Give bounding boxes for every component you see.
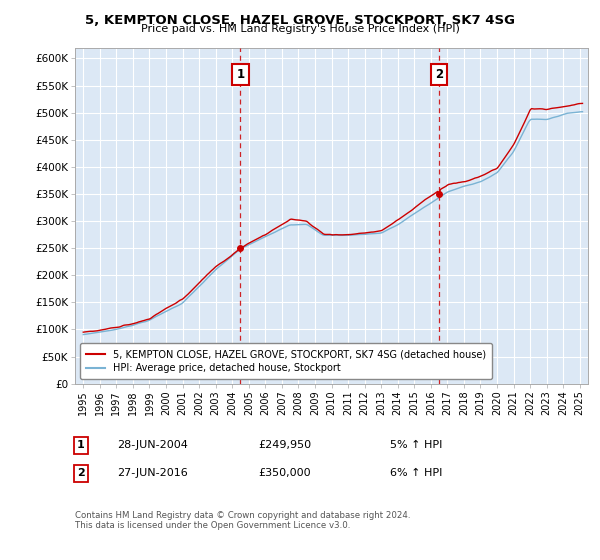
Text: £249,950: £249,950: [258, 440, 311, 450]
Text: 1: 1: [236, 68, 244, 81]
Text: 2: 2: [77, 468, 85, 478]
Text: 2: 2: [435, 68, 443, 81]
Text: 1: 1: [77, 440, 85, 450]
Text: £350,000: £350,000: [258, 468, 311, 478]
Text: 28-JUN-2004: 28-JUN-2004: [117, 440, 188, 450]
Text: Contains HM Land Registry data © Crown copyright and database right 2024.: Contains HM Land Registry data © Crown c…: [75, 511, 410, 520]
Text: 27-JUN-2016: 27-JUN-2016: [117, 468, 188, 478]
Text: 5% ↑ HPI: 5% ↑ HPI: [390, 440, 442, 450]
Legend: 5, KEMPTON CLOSE, HAZEL GROVE, STOCKPORT, SK7 4SG (detached house), HPI: Average: 5, KEMPTON CLOSE, HAZEL GROVE, STOCKPORT…: [80, 343, 492, 379]
Text: 6% ↑ HPI: 6% ↑ HPI: [390, 468, 442, 478]
Text: 5, KEMPTON CLOSE, HAZEL GROVE, STOCKPORT, SK7 4SG: 5, KEMPTON CLOSE, HAZEL GROVE, STOCKPORT…: [85, 14, 515, 27]
Text: Price paid vs. HM Land Registry's House Price Index (HPI): Price paid vs. HM Land Registry's House …: [140, 24, 460, 34]
Text: This data is licensed under the Open Government Licence v3.0.: This data is licensed under the Open Gov…: [75, 521, 350, 530]
